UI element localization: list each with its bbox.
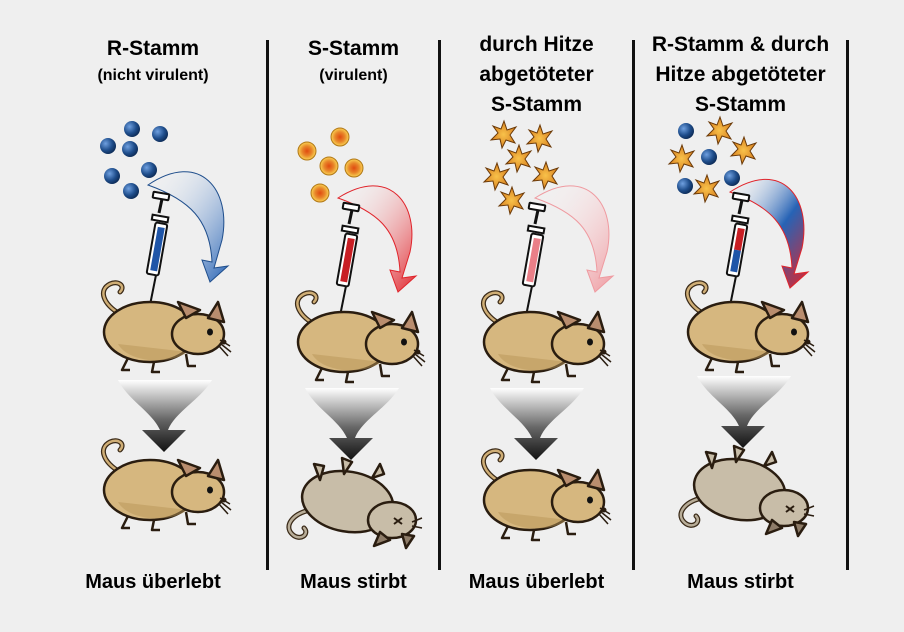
funnel-arrow: [490, 388, 584, 460]
divider-2: [438, 40, 441, 570]
funnel-arrow: [697, 376, 791, 448]
strain-description: (nicht virulent): [97, 67, 209, 84]
syringe-blue: [145, 190, 171, 307]
title-line-3: S-Stamm: [490, 93, 583, 116]
result-label: Maus überlebt: [468, 571, 605, 593]
title-line-2: Hitze abgetöteter: [655, 63, 826, 86]
title-line-3: S-Stamm: [694, 93, 787, 116]
result-label: Maus überlebt: [85, 571, 221, 593]
column-s-strain-art: [289, 127, 425, 548]
title-line-2: abgetöteter: [479, 63, 594, 86]
strain-name: R-Stamm: [106, 37, 200, 60]
column-title: R-Stamm (nicht virulent): [40, 34, 266, 88]
column-title: S-Stamm (virulent): [269, 34, 438, 88]
divider-1: [266, 40, 269, 570]
strain-name: S-Stamm: [307, 37, 400, 60]
column-killed-s-strain: durch Hitze abgetöteter S-Stamm Maus übe…: [441, 0, 632, 632]
injection-arrow-mixed: [728, 178, 810, 289]
result-label: Maus stirbt: [300, 571, 407, 593]
column-killed-s-strain-art: [483, 120, 615, 540]
column-s-strain: S-Stamm (virulent) Maus stirbt: [269, 0, 438, 632]
injection-arrow-blue: [146, 171, 230, 283]
column-mixed-strain-art: [668, 116, 815, 536]
injection-arrow-pink: [533, 185, 615, 293]
title-line-1: durch Hitze: [479, 33, 594, 56]
funnel-arrow: [305, 388, 399, 460]
column-title: R-Stamm & durch Hitze abgetöteter S-Stam…: [635, 30, 846, 120]
column-dividers: [266, 40, 849, 570]
divider-3: [632, 40, 635, 570]
funnel-arrow: [118, 380, 212, 452]
title-line-1: R-Stamm & durch: [651, 33, 830, 56]
syringe-pink: [521, 201, 547, 318]
syringe-red: [335, 201, 361, 318]
column-r-strain: R-Stamm (nicht virulent) Maus überlebt: [40, 0, 266, 632]
injection-arrow-red: [336, 185, 418, 293]
divider-4: [846, 40, 849, 570]
mixed-bacteria: [668, 116, 757, 203]
strain-description: (virulent): [319, 67, 388, 84]
column-title: durch Hitze abgetöteter S-Stamm: [441, 30, 632, 120]
r-strain-bacteria: [100, 121, 168, 199]
column-mixed-strain: R-Stamm & durch Hitze abgetöteter S-Stam…: [635, 0, 846, 632]
s-strain-bacteria: [297, 127, 364, 203]
result-label: Maus stirbt: [687, 571, 794, 593]
column-r-strain-art: [100, 121, 231, 530]
syringe-mixed: [725, 191, 751, 308]
